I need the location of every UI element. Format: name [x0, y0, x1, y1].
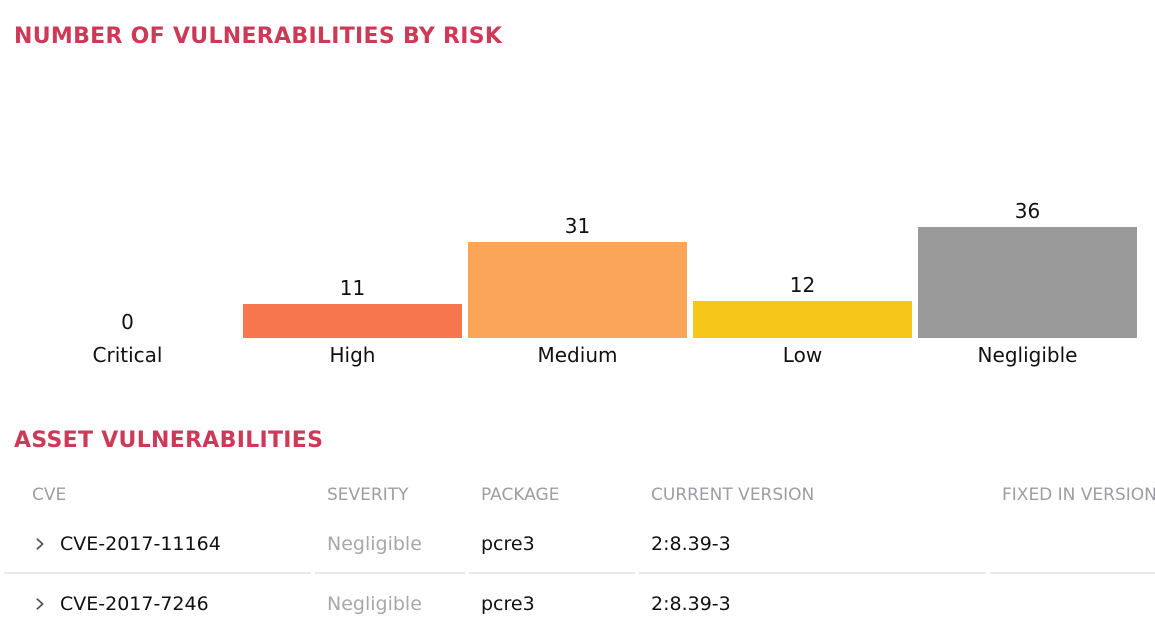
- column-header-cve[interactable]: CVE: [32, 485, 67, 505]
- table-row[interactable]: CVE-2017-11164 Negligible pcre3 2:8.39-3: [4, 514, 1155, 574]
- package-value: pcre3: [469, 514, 635, 574]
- asset-vulnerabilities-table: CVE SEVERITY PACKAGE CURRENT VERSION FIX…: [0, 480, 1155, 632]
- column-header-package[interactable]: PACKAGE: [481, 485, 560, 505]
- bar-category-label: Critical: [92, 343, 163, 367]
- bar-value-label: 36: [1014, 199, 1041, 223]
- fixed-in-version-value: [990, 574, 1155, 632]
- severity-value: Negligible: [315, 514, 465, 574]
- package-value: pcre3: [481, 593, 535, 615]
- bar-category-label: Negligible: [977, 343, 1078, 367]
- column-header-current-version[interactable]: CURRENT VERSION: [651, 485, 815, 505]
- bar-high[interactable]: [243, 304, 462, 338]
- vulnerabilities-bar-chart: 0 Critical 11 High 31 Medium 12 Low 36 N…: [18, 50, 1137, 366]
- bar-category-label: Low: [782, 343, 823, 367]
- table-title: ASSET VULNERABILITIES: [14, 428, 324, 453]
- expand-row-chevron-right-icon[interactable]: [32, 536, 48, 552]
- current-version-value: 2:8.39-3: [639, 514, 986, 574]
- table-row[interactable]: CVE-2017-7246 Negligible pcre3 2:8.39-3: [4, 574, 1155, 632]
- bar-category-label: Medium: [537, 343, 618, 367]
- bar-group-low: 12 Low: [693, 274, 912, 366]
- bar-group-negligible: 36 Negligible: [918, 200, 1137, 366]
- current-version-value: 2:8.39-3: [651, 593, 731, 615]
- cve-id: CVE-2017-11164: [60, 533, 221, 555]
- bar-value-label: 0: [121, 310, 134, 334]
- expand-row-chevron-right-icon[interactable]: [32, 596, 48, 612]
- fixed-in-version-value: [990, 514, 1155, 574]
- bar-negligible[interactable]: [918, 227, 1137, 338]
- column-header-fixed-in-version[interactable]: FIXED IN VERSION: [1002, 485, 1155, 505]
- column-header-severity[interactable]: SEVERITY: [327, 485, 409, 505]
- severity-value: Negligible: [327, 593, 422, 615]
- table-header-row: CVE SEVERITY PACKAGE CURRENT VERSION FIX…: [4, 480, 1155, 514]
- bar-group-medium: 31 Medium: [468, 215, 687, 366]
- bar-medium[interactable]: [468, 242, 687, 338]
- chart-section-header: NUMBER OF VULNERABILITIES BY RISK: [0, 0, 1155, 50]
- bar-low[interactable]: [693, 301, 912, 338]
- bar-value-label: 12: [789, 273, 816, 297]
- cve-id: CVE-2017-7246: [60, 593, 209, 615]
- bar-group-critical: 0 Critical: [18, 311, 237, 366]
- table-section-header: ASSET VULNERABILITIES: [0, 428, 1155, 454]
- bar-value-label: 11: [339, 276, 366, 301]
- bar-value-label: 31: [564, 214, 591, 239]
- bar-category-label: High: [329, 343, 376, 367]
- bar-group-high: 11 High: [243, 277, 462, 366]
- chart-title: NUMBER OF VULNERABILITIES BY RISK: [14, 24, 503, 49]
